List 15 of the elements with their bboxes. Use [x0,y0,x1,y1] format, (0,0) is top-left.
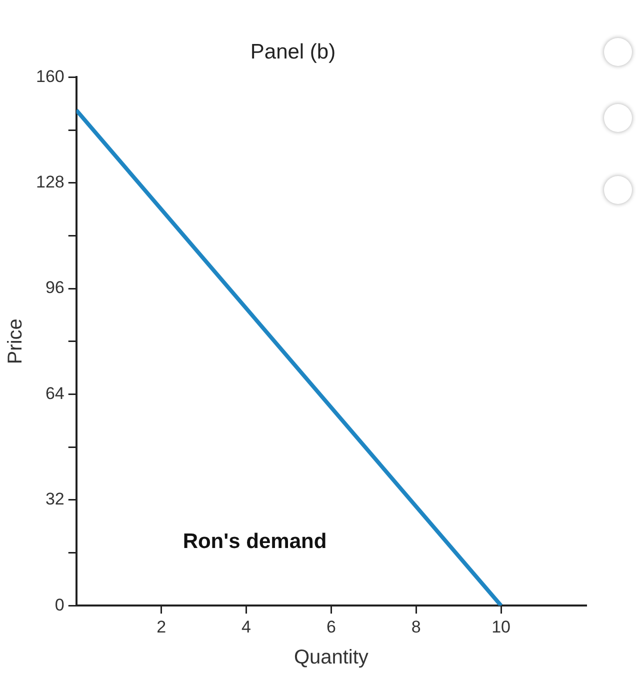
x-axis-title: Quantity [294,646,368,669]
x-tick-label: 4 [242,617,251,636]
x-tick-label: 6 [326,617,336,636]
y-tick-label: 96 [45,278,64,298]
y-axis-title: Price [4,318,27,364]
x-tick-label: 10 [492,617,511,636]
x-tick-label: 8 [411,617,421,636]
chart-title: Panel (b) [250,40,336,64]
y-tick-label: 64 [45,384,64,403]
y-tick-label: 160 [36,66,64,86]
annotation: Ron's demand [182,530,327,553]
x-tick-label: 2 [156,617,166,636]
y-tick-label: 32 [45,490,64,509]
y-tick-label: 0 [54,595,64,614]
y-tick-label: 128 [36,172,64,192]
